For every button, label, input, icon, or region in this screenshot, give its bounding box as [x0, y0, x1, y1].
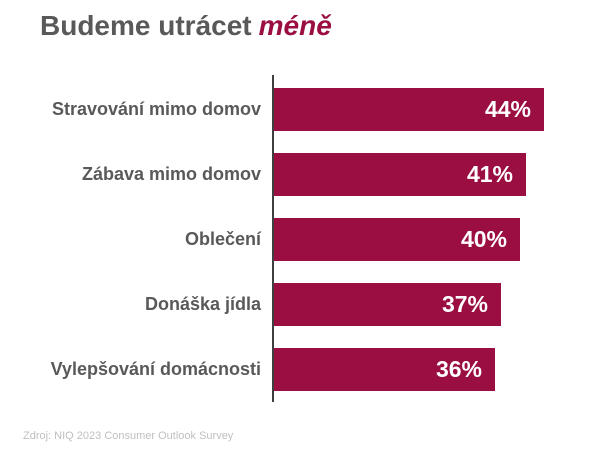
bar-row: Vylepšování domácnosti 36%: [0, 348, 616, 391]
bar: 37%: [274, 283, 501, 326]
bar-rows: Stravování mimo domov 44% Zábava mimo do…: [0, 88, 616, 391]
bar-row: Stravování mimo domov 44%: [0, 88, 616, 131]
bar: 41%: [274, 153, 526, 196]
bar-row: Oblečení 40%: [0, 218, 616, 261]
category-label: Zábava mimo domov: [81, 164, 261, 184]
category-label: Stravování mimo domov: [51, 99, 261, 119]
chart-title-prefix: Budeme utrácet: [40, 10, 252, 41]
bar-row: Zábava mimo domov 41%: [0, 153, 616, 196]
bar-value-label: 41%: [466, 161, 513, 187]
bar: 44%: [274, 88, 544, 131]
chart-title: Budeme utrácet méně: [40, 10, 332, 42]
bar-value-label: 36%: [435, 356, 482, 382]
bar-value-label: 40%: [460, 226, 507, 252]
source-note: Zdroj: NIQ 2023 Consumer Outlook Survey: [23, 430, 234, 442]
category-label: Vylepšování domácnosti: [50, 359, 261, 379]
bar-value-label: 37%: [441, 291, 488, 317]
category-label: Oblečení: [184, 229, 261, 249]
bar: 40%: [274, 218, 520, 261]
bar-row: Donáška jídla 37%: [0, 283, 616, 326]
bar-value-label: 44%: [484, 96, 531, 122]
chart-title-emphasis: méně: [258, 10, 332, 41]
y-axis-line: [272, 75, 274, 402]
category-label: Donáška jídla: [144, 294, 261, 314]
bar: 36%: [274, 348, 495, 391]
